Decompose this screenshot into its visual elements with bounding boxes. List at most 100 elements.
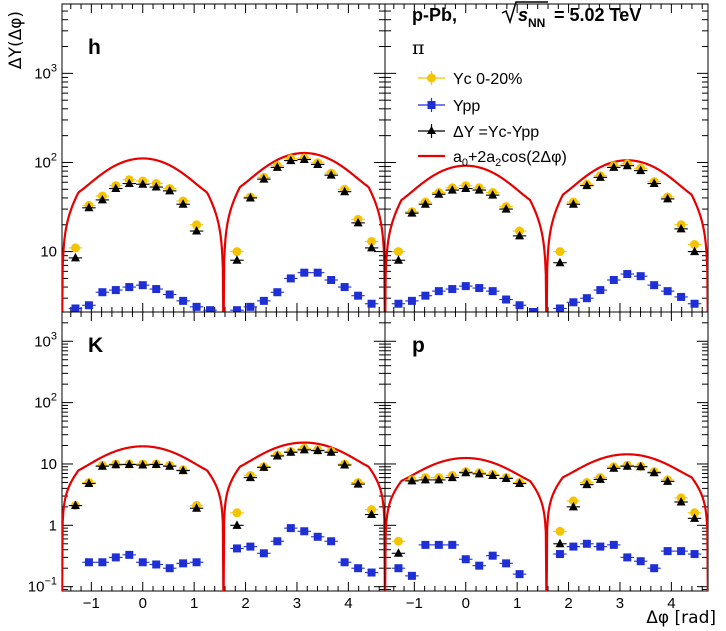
dy-point bbox=[151, 182, 161, 191]
y-tick-label-exponent: 3 bbox=[51, 330, 57, 342]
dy-point bbox=[299, 154, 309, 163]
fit-curve-K bbox=[222, 441, 385, 591]
yc-point bbox=[555, 526, 565, 536]
ypp-point bbox=[111, 553, 120, 562]
legend-fit-label: a0+2a2cos(2Δφ) bbox=[453, 149, 567, 169]
dy-point bbox=[555, 538, 565, 548]
dy-point bbox=[676, 223, 686, 233]
dy-point bbox=[259, 462, 269, 471]
dy-point bbox=[97, 194, 107, 204]
dy-point bbox=[84, 478, 94, 488]
legend-ypp-label: Ypp bbox=[453, 98, 480, 115]
fit-curve-h bbox=[62, 157, 225, 312]
legend-dy-label: ΔY =Yc-Ypp bbox=[453, 124, 539, 141]
dy-point bbox=[178, 465, 188, 475]
dy-point bbox=[124, 459, 134, 469]
dy-point bbox=[407, 475, 417, 485]
ypp-point bbox=[286, 524, 295, 533]
dy-point bbox=[151, 459, 161, 469]
dy-point bbox=[165, 185, 175, 195]
dy-point bbox=[313, 445, 323, 455]
dy-point bbox=[367, 509, 377, 519]
y-tick-label-exponent: 3 bbox=[51, 62, 57, 74]
dy-point bbox=[192, 503, 202, 512]
header-prefix: p-Pb, bbox=[412, 5, 457, 25]
ypp-point bbox=[179, 559, 188, 568]
ypp-point bbox=[434, 287, 443, 296]
ypp-point bbox=[555, 304, 564, 312]
ypp-point bbox=[179, 296, 188, 305]
yc-point bbox=[232, 247, 242, 257]
ypp-point bbox=[636, 557, 645, 566]
dy-point bbox=[434, 189, 444, 198]
dy-point bbox=[393, 255, 403, 264]
x-tick-label: −1 bbox=[406, 595, 423, 612]
y-tick-label-base: 10 bbox=[34, 65, 51, 82]
dy-point bbox=[434, 474, 444, 484]
ypp-point bbox=[232, 306, 241, 312]
ypp-point bbox=[488, 551, 497, 560]
ypp-point bbox=[192, 558, 201, 567]
ypp-point bbox=[502, 559, 511, 568]
ypp-point bbox=[515, 570, 524, 579]
y-tick-label: 1 bbox=[49, 517, 57, 534]
dy-point bbox=[515, 478, 525, 488]
dy-point bbox=[420, 474, 430, 484]
dy-point bbox=[488, 470, 498, 479]
x-tick-label: 3 bbox=[293, 595, 301, 612]
ypp-point bbox=[327, 537, 336, 546]
ypp-point bbox=[407, 296, 416, 305]
legend-fit-end: cos(2Δφ) bbox=[501, 149, 567, 166]
ypp-point bbox=[448, 540, 457, 549]
y-tick-label: 10 bbox=[40, 456, 57, 473]
x-tick-label: 2 bbox=[241, 595, 249, 612]
ypp-point bbox=[650, 564, 659, 573]
ypp-point bbox=[609, 276, 618, 285]
ypp-point bbox=[394, 564, 403, 573]
dy-point bbox=[232, 520, 242, 529]
ypp-point bbox=[84, 301, 93, 310]
ypp-point bbox=[165, 290, 174, 299]
y-tick-label: 103 bbox=[34, 330, 57, 350]
legend-entry-fit: a0+2a2cos(2Δφ) bbox=[418, 149, 567, 169]
ypp-point bbox=[165, 564, 174, 573]
dy-point bbox=[690, 513, 700, 522]
ypp-point bbox=[71, 304, 80, 312]
ypp-point bbox=[596, 542, 605, 551]
ypp-point bbox=[152, 560, 161, 569]
ypp-point bbox=[98, 288, 107, 297]
x-tick-label: 4 bbox=[667, 595, 675, 612]
dy-point bbox=[232, 255, 242, 264]
x-tick-label: 0 bbox=[462, 595, 470, 612]
ypp-point bbox=[421, 291, 430, 300]
panel-label-pi: π bbox=[412, 37, 425, 59]
fit-curve-h bbox=[222, 151, 385, 312]
legend-fit-mid: +2a bbox=[468, 149, 495, 166]
dy-point bbox=[245, 192, 255, 202]
yc-point bbox=[192, 220, 202, 230]
dy-point bbox=[636, 165, 646, 175]
dy-point bbox=[70, 500, 80, 510]
dy-point bbox=[690, 246, 700, 256]
ypp-point bbox=[367, 568, 376, 577]
dy-point bbox=[474, 468, 484, 478]
dy-point bbox=[622, 461, 632, 470]
dy-point bbox=[501, 204, 511, 213]
ypp-point bbox=[677, 547, 686, 556]
yc-point bbox=[367, 236, 377, 246]
dy-point bbox=[447, 185, 457, 194]
ypp-point bbox=[138, 558, 147, 567]
ypp-point bbox=[300, 268, 309, 277]
ypp-point bbox=[407, 571, 416, 580]
dy-point bbox=[649, 178, 659, 188]
dy-point bbox=[70, 252, 80, 262]
y-tick-label-base: 10 bbox=[34, 154, 51, 171]
dy-point bbox=[353, 479, 363, 488]
header-suffix: = 5.02 TeV bbox=[554, 5, 641, 25]
ypp-point bbox=[677, 292, 686, 301]
collision-system-header: p-Pb, s NN = 5.02 TeV bbox=[412, 1, 641, 30]
dy-point bbox=[582, 180, 592, 190]
dy-point bbox=[488, 190, 498, 199]
